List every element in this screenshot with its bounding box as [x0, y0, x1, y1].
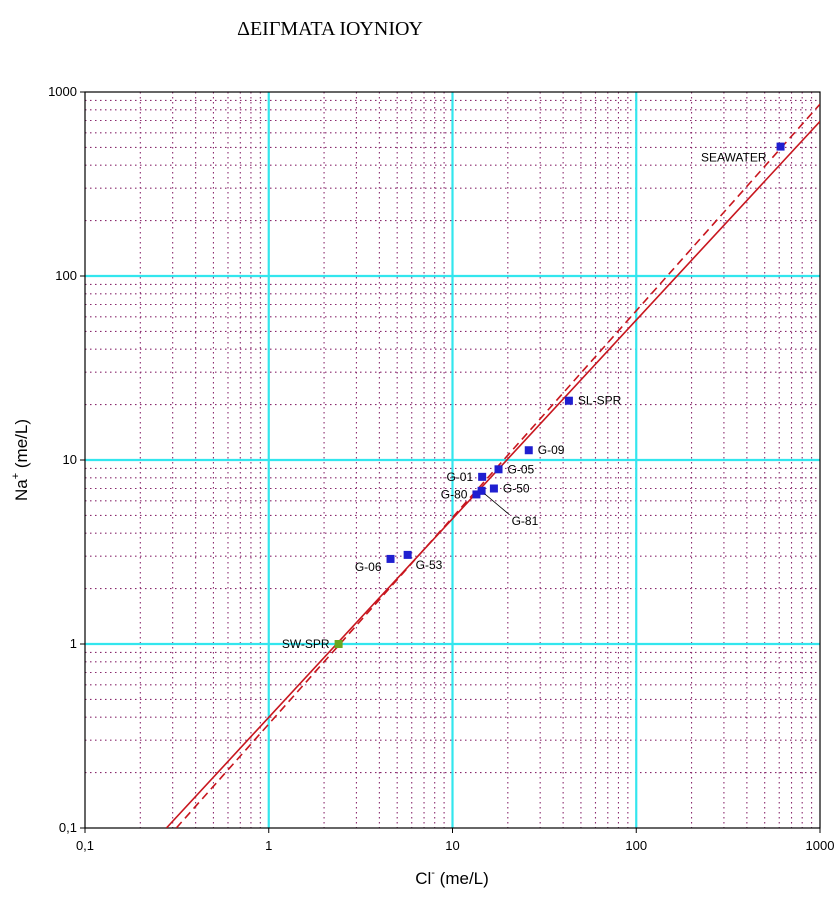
point-label: G-06 [355, 560, 382, 574]
x-tick-label: 1000 [806, 838, 835, 853]
point-label: SL-SPR [578, 394, 622, 408]
y-tick-label: 100 [55, 268, 77, 283]
point-label: G-01 [446, 470, 473, 484]
data-point [334, 640, 343, 648]
solid-reference-line [165, 120, 820, 828]
point-label: SEAWATER [701, 151, 767, 165]
y-tick-label: 10 [63, 452, 77, 467]
data-point [386, 554, 395, 563]
x-tick-label: 0,1 [76, 838, 94, 853]
data-points: SEAWATER SL-SPR G-09G-05 G-01 G-50 G-80 G-81 G-… [282, 142, 785, 651]
y-axis-label: Na+ (me/L) [10, 419, 31, 501]
point-label: G-80 [441, 487, 468, 501]
point-label: G-81 [512, 514, 539, 528]
major-grid [85, 92, 820, 828]
x-tick-label: 100 [625, 838, 647, 853]
point-label: G-09 [538, 443, 565, 457]
data-point [478, 472, 487, 481]
data-point [524, 446, 533, 455]
data-point [494, 465, 503, 474]
chart-title: ΔΕΙΓΜΑΤΑ ΙΟΥΝΙΟΥ [237, 18, 423, 40]
point-label: SW-SPR [282, 637, 330, 651]
x-tick-label: 10 [445, 838, 459, 853]
point-label: G-50 [503, 482, 530, 496]
x-axis-ticks: 0,1 1 10 100 1000 [76, 828, 835, 853]
fit-lines [165, 103, 820, 828]
point-label: G-53 [416, 558, 443, 572]
point-label: G-05 [508, 462, 535, 476]
data-point [564, 396, 573, 405]
data-point [489, 484, 498, 493]
data-point [776, 142, 785, 151]
x-axis-label: Cl- (me/L) [415, 867, 489, 888]
data-point [477, 486, 486, 495]
label-leader-line [484, 493, 510, 516]
data-point [403, 550, 412, 559]
y-tick-label: 0,1 [59, 820, 77, 835]
data-point [472, 490, 481, 499]
x-tick-label: 1 [265, 838, 272, 853]
y-axis-ticks: 0,1 1 10 100 1000 [48, 84, 85, 835]
y-tick-label: 1 [70, 636, 77, 651]
y-tick-label: 1000 [48, 84, 77, 99]
